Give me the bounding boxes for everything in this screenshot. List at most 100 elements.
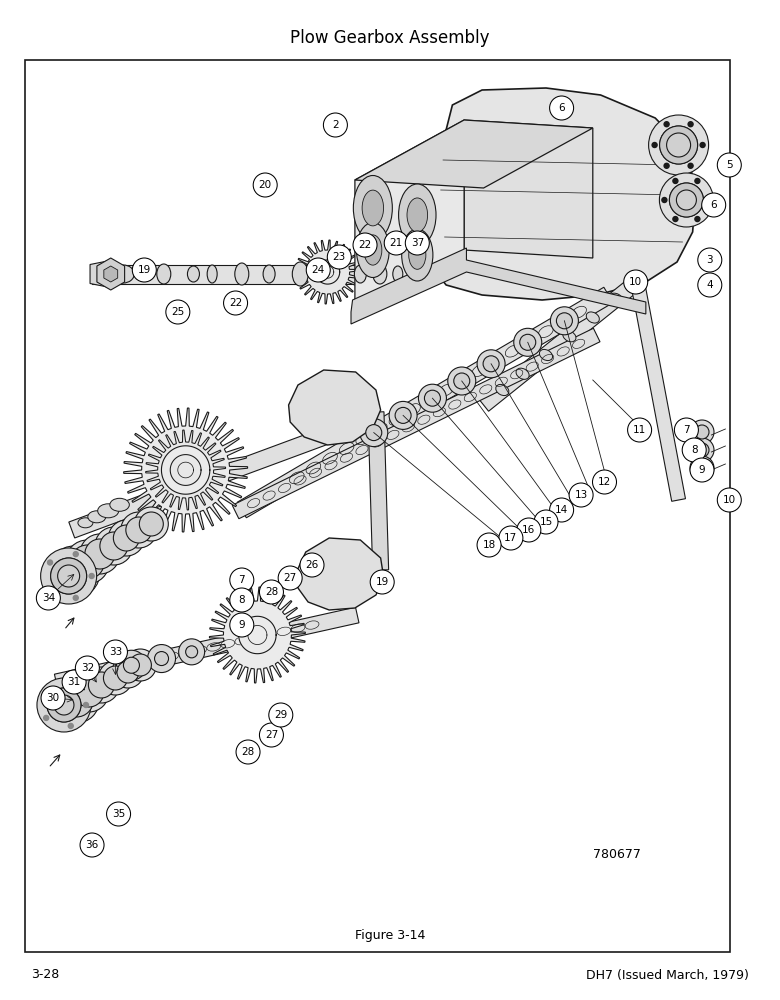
Circle shape — [534, 510, 558, 534]
Circle shape — [74, 677, 104, 707]
Ellipse shape — [354, 265, 367, 283]
Ellipse shape — [187, 266, 200, 282]
Polygon shape — [355, 120, 593, 188]
Circle shape — [166, 300, 190, 324]
Circle shape — [519, 334, 536, 350]
Circle shape — [48, 587, 52, 592]
Circle shape — [370, 570, 394, 594]
Circle shape — [73, 595, 78, 600]
Polygon shape — [90, 260, 110, 288]
Ellipse shape — [563, 331, 576, 342]
Ellipse shape — [610, 293, 622, 304]
Text: 17: 17 — [505, 533, 517, 543]
Circle shape — [550, 498, 573, 522]
Circle shape — [307, 258, 330, 282]
Circle shape — [154, 652, 168, 666]
Circle shape — [695, 217, 700, 222]
Circle shape — [230, 588, 254, 612]
Text: 9: 9 — [239, 620, 245, 630]
Circle shape — [47, 688, 81, 722]
Text: 27: 27 — [284, 573, 296, 583]
Polygon shape — [69, 410, 378, 538]
Circle shape — [702, 193, 725, 217]
Circle shape — [695, 425, 709, 439]
Circle shape — [73, 552, 78, 557]
Bar — [25, 60, 730, 952]
Circle shape — [44, 715, 48, 720]
Circle shape — [324, 113, 347, 137]
Text: 4: 4 — [707, 280, 713, 290]
Ellipse shape — [263, 265, 275, 283]
Text: 14: 14 — [555, 505, 568, 515]
Circle shape — [477, 350, 505, 378]
Text: 20: 20 — [259, 180, 271, 190]
Text: 18: 18 — [483, 540, 495, 550]
Circle shape — [44, 690, 48, 695]
Ellipse shape — [393, 266, 402, 282]
Circle shape — [224, 291, 247, 315]
Circle shape — [179, 639, 204, 665]
Text: 31: 31 — [68, 677, 80, 687]
Circle shape — [673, 217, 678, 222]
Circle shape — [62, 670, 86, 694]
Text: 35: 35 — [112, 809, 125, 819]
Circle shape — [80, 534, 120, 574]
Circle shape — [147, 645, 176, 673]
Circle shape — [690, 438, 714, 462]
Circle shape — [718, 488, 741, 512]
Circle shape — [69, 672, 109, 712]
Circle shape — [124, 649, 157, 681]
Circle shape — [89, 574, 94, 578]
Circle shape — [695, 461, 709, 475]
Ellipse shape — [235, 263, 249, 285]
Text: 12: 12 — [598, 477, 611, 487]
Circle shape — [718, 153, 741, 177]
Circle shape — [269, 703, 292, 727]
Ellipse shape — [407, 198, 427, 232]
Circle shape — [659, 173, 714, 227]
Circle shape — [593, 470, 616, 494]
Circle shape — [88, 672, 115, 698]
Polygon shape — [296, 538, 384, 610]
Circle shape — [112, 656, 144, 688]
Circle shape — [695, 178, 700, 183]
Circle shape — [690, 458, 714, 482]
Circle shape — [54, 552, 94, 592]
Circle shape — [385, 231, 408, 255]
Ellipse shape — [356, 223, 389, 277]
Text: 13: 13 — [575, 490, 587, 500]
Circle shape — [669, 183, 704, 217]
Text: Plow Gearbox Assembly: Plow Gearbox Assembly — [290, 29, 490, 47]
Circle shape — [551, 307, 579, 335]
Circle shape — [54, 695, 74, 715]
Circle shape — [624, 270, 647, 294]
Circle shape — [688, 163, 693, 168]
Circle shape — [48, 546, 100, 598]
Circle shape — [278, 566, 302, 590]
Circle shape — [698, 248, 722, 272]
Text: 24: 24 — [312, 265, 324, 275]
Circle shape — [83, 667, 119, 703]
Circle shape — [133, 258, 156, 282]
Circle shape — [676, 190, 697, 210]
Circle shape — [649, 115, 708, 175]
Ellipse shape — [362, 190, 384, 226]
Circle shape — [41, 548, 97, 604]
Text: 2: 2 — [332, 120, 339, 130]
Ellipse shape — [373, 264, 387, 284]
Circle shape — [673, 178, 678, 183]
Polygon shape — [209, 587, 306, 683]
Circle shape — [652, 142, 657, 147]
Circle shape — [85, 539, 115, 569]
Circle shape — [514, 328, 542, 356]
Circle shape — [569, 483, 593, 507]
Circle shape — [47, 688, 81, 722]
Circle shape — [360, 419, 388, 447]
Circle shape — [706, 198, 711, 202]
Text: 6: 6 — [558, 103, 565, 113]
Circle shape — [700, 142, 705, 147]
Polygon shape — [479, 274, 644, 411]
Text: 22: 22 — [229, 298, 242, 308]
Circle shape — [104, 666, 127, 690]
Circle shape — [682, 438, 706, 462]
